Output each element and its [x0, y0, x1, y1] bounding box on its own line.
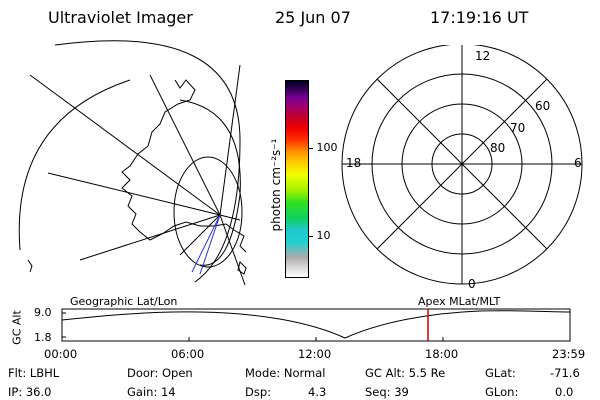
- mlt-label-18: 18: [346, 156, 361, 170]
- polar-grid: 12 18 6 0 60 70 80: [341, 45, 583, 291]
- meridian-7: [219, 214, 246, 286]
- info-dsp-label: Dsp:: [245, 385, 272, 399]
- meridian-3: [219, 64, 241, 216]
- info-mode: Mode: Normal: [245, 366, 326, 380]
- coastline-island: [27, 259, 33, 273]
- info-door: Door: Open: [127, 366, 193, 380]
- y-tick-label-1.8: 1.8: [34, 331, 52, 344]
- altitude-curve: [61, 310, 571, 339]
- info-glon-value: 0.0: [555, 385, 574, 399]
- coastline: [121, 79, 247, 253]
- mlt-label-0: 0: [468, 277, 476, 291]
- info-glat-label: GLat:: [485, 366, 516, 380]
- info-seq: Seq: 39: [365, 385, 409, 399]
- latitude-ellipse: [173, 156, 243, 268]
- timeline-axis-title: GC Alt: [10, 310, 24, 345]
- mlt-label-6: 6: [574, 156, 582, 170]
- colorbar-unit-label: photon cm⁻²s⁻¹: [269, 138, 283, 232]
- latitude-arc-middle: [18, 79, 131, 251]
- lat-label-70: 70: [510, 121, 525, 135]
- spin-axis-line-2: [199, 214, 221, 275]
- info-gcalt: GC Alt: 5.5 Re: [365, 366, 446, 380]
- info-gain: Gain: 14: [127, 385, 176, 399]
- coastline-island-2: [237, 261, 247, 275]
- x-tick-label-1200: 12:00: [298, 347, 332, 361]
- spin-axis-line-1: [191, 214, 221, 273]
- meridian-6: [219, 214, 241, 221]
- x-tick-label-1800: 18:00: [425, 347, 459, 361]
- meridian-4: [47, 172, 221, 216]
- mlt-line-diag-2: [376, 78, 548, 250]
- latitude-arc-inner: [179, 99, 241, 266]
- meridian-5: [79, 214, 221, 261]
- info-flt: Flt: LBHL: [8, 366, 60, 380]
- timeline-left-label: Geographic Lat/Lon: [70, 295, 178, 308]
- lat-label-80: 80: [490, 141, 505, 155]
- x-tick-label-0000: 00:00: [44, 347, 78, 361]
- info-glat-value: -71.6: [550, 366, 580, 380]
- x-tick-label-2359: 23:59: [552, 347, 586, 361]
- info-ip: IP: 36.0: [8, 385, 52, 399]
- meridian-2: [149, 74, 221, 216]
- time-label: 17:19:16 UT: [430, 8, 529, 27]
- info-dsp-value: 4.3: [308, 385, 327, 399]
- geographic-map: [18, 40, 247, 286]
- instrument-title: Ultraviolet Imager: [48, 8, 193, 27]
- colorbar-tick-10: 10: [308, 229, 331, 242]
- timeline-right-label: Apex MLat/MLT: [418, 295, 501, 308]
- meridian-8: [179, 214, 221, 256]
- date-label: 25 Jun 07: [275, 8, 351, 27]
- meridian-1: [29, 74, 221, 216]
- info-glon-label: GLon:: [485, 385, 519, 399]
- lat-label-60: 60: [535, 99, 550, 113]
- altitude-timeline: [61, 308, 571, 342]
- mlt-label-12: 12: [475, 49, 490, 63]
- color-bar: [285, 80, 309, 278]
- colorbar-tick-100: 100: [308, 141, 338, 154]
- y-tick-label-9: 9.0: [34, 306, 52, 319]
- x-tick-label-0600: 06:00: [171, 347, 205, 361]
- latitude-arc-outer: [54, 40, 241, 283]
